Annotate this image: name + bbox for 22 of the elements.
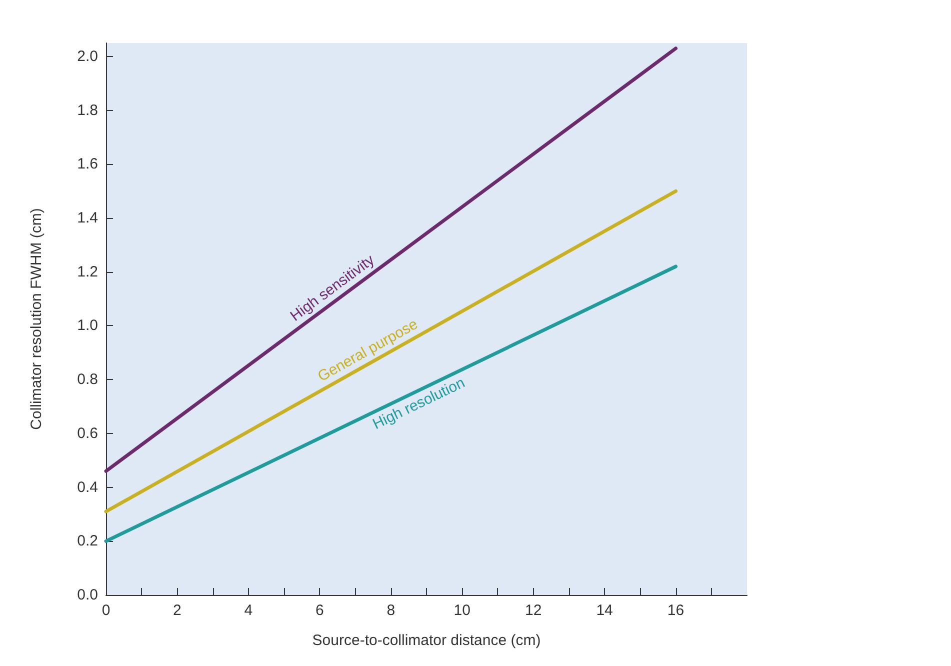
x-tick-label: 12 [524,602,542,619]
y-tick-label: 1.8 [77,102,98,119]
y-axis-title: Collimator resolution FWHM (cm) [28,208,45,430]
x-tick-label: 14 [596,602,613,619]
y-tick-label: 0.8 [77,371,98,388]
y-tick-label: 1.0 [77,317,98,334]
x-axis-title: Source-to-collimator distance (cm) [312,632,541,649]
y-tick-label: 0.0 [77,586,98,604]
x-tick-label: 6 [315,602,324,619]
x-tick-label: 2 [173,602,182,619]
y-tick-label: 1.2 [77,263,98,280]
y-tick-label: 0.4 [77,478,98,496]
y-tick-label: 1.6 [77,156,98,173]
y-tick-label: 1.4 [77,210,98,227]
x-tick-label: 8 [386,602,396,619]
y-tick-label: 2.0 [77,48,98,65]
x-tick-label: 16 [667,602,684,619]
x-tick-label: 0 [102,602,110,619]
y-tick-label: 0.6 [77,424,98,442]
y-tick-label: 0.2 [77,532,98,550]
x-tick-label: 10 [454,602,470,619]
x-tick-label: 4 [244,602,253,619]
